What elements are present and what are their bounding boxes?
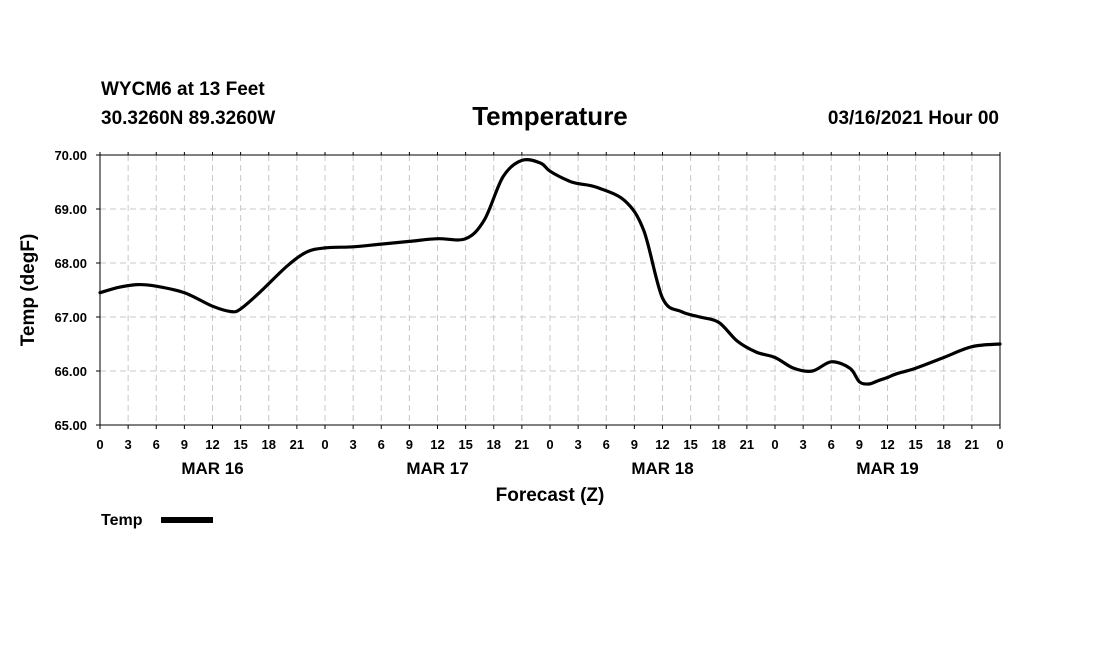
x-tick-label: 15 xyxy=(458,437,472,452)
x-tick-label: 6 xyxy=(828,437,835,452)
y-tick-label: 69.00 xyxy=(54,202,87,217)
x-tick-label: 9 xyxy=(631,437,638,452)
x-tick-label: 21 xyxy=(290,437,304,452)
x-tick-label: 21 xyxy=(515,437,529,452)
x-tick-label: 18 xyxy=(937,437,951,452)
x-tick-label: 9 xyxy=(406,437,413,452)
x-tick-label: 6 xyxy=(603,437,610,452)
x-tick-label: 15 xyxy=(683,437,697,452)
x-tick-label: 0 xyxy=(996,437,1003,452)
coordinates-label: 30.3260N 89.3260W xyxy=(101,108,275,129)
y-tick-label: 68.00 xyxy=(54,256,87,271)
day-label: MAR 17 xyxy=(406,459,468,478)
x-tick-label: 18 xyxy=(262,437,276,452)
y-axis-title: Temp (degF) xyxy=(18,234,39,347)
station-label: WYCM6 at 13 Feet xyxy=(101,79,265,100)
x-tick-label: 18 xyxy=(712,437,726,452)
x-tick-label: 0 xyxy=(771,437,778,452)
x-tick-label: 0 xyxy=(546,437,553,452)
x-axis: 0 3 6 9 12 15 18 21 0 3 6 9 12 15 18 21 0 3 6 9 12 15 18 21 0 3 6 9… xyxy=(96,152,1004,452)
y-tick-label: 66.00 xyxy=(54,364,87,379)
chart-title: Temperature xyxy=(472,101,628,131)
x-tick-label: 6 xyxy=(153,437,160,452)
legend-label: Temp xyxy=(101,512,143,529)
day-label: MAR 16 xyxy=(181,459,243,478)
y-tick-label: 67.00 xyxy=(54,310,87,325)
x-tick-label: 18 xyxy=(487,437,501,452)
day-label: MAR 19 xyxy=(856,459,918,478)
x-tick-label: 21 xyxy=(740,437,754,452)
x-tick-label: 12 xyxy=(430,437,444,452)
x-tick-label: 6 xyxy=(378,437,385,452)
x-tick-label: 15 xyxy=(233,437,247,452)
forecast-datetime: 03/16/2021 Hour 00 xyxy=(828,108,999,129)
y-tick-label: 70.00 xyxy=(54,148,87,163)
y-tick-label: 65.00 xyxy=(54,418,87,433)
legend-swatch xyxy=(161,517,213,523)
x-tick-label: 21 xyxy=(965,437,979,452)
x-tick-label: 3 xyxy=(800,437,807,452)
x-tick-label: 3 xyxy=(350,437,357,452)
day-label: MAR 18 xyxy=(631,459,693,478)
x-tick-label: 0 xyxy=(96,437,103,452)
x-tick-label: 0 xyxy=(321,437,328,452)
temp-series-line xyxy=(98,158,1002,386)
grid-lines xyxy=(100,155,1000,425)
x-tick-label: 12 xyxy=(655,437,669,452)
x-tick-label: 9 xyxy=(181,437,188,452)
x-tick-label: 3 xyxy=(575,437,582,452)
x-tick-label: 3 xyxy=(125,437,132,452)
x-tick-label: 15 xyxy=(908,437,922,452)
y-axis: 65.00 66.00 67.00 68.00 69.00 70.00 xyxy=(54,148,100,433)
day-labels: MAR 16 MAR 17 MAR 18 MAR 19 xyxy=(181,459,918,478)
x-tick-label: 12 xyxy=(880,437,894,452)
x-tick-label: 12 xyxy=(205,437,219,452)
x-axis-title: Forecast (Z) xyxy=(496,485,605,506)
x-tick-label: 9 xyxy=(856,437,863,452)
